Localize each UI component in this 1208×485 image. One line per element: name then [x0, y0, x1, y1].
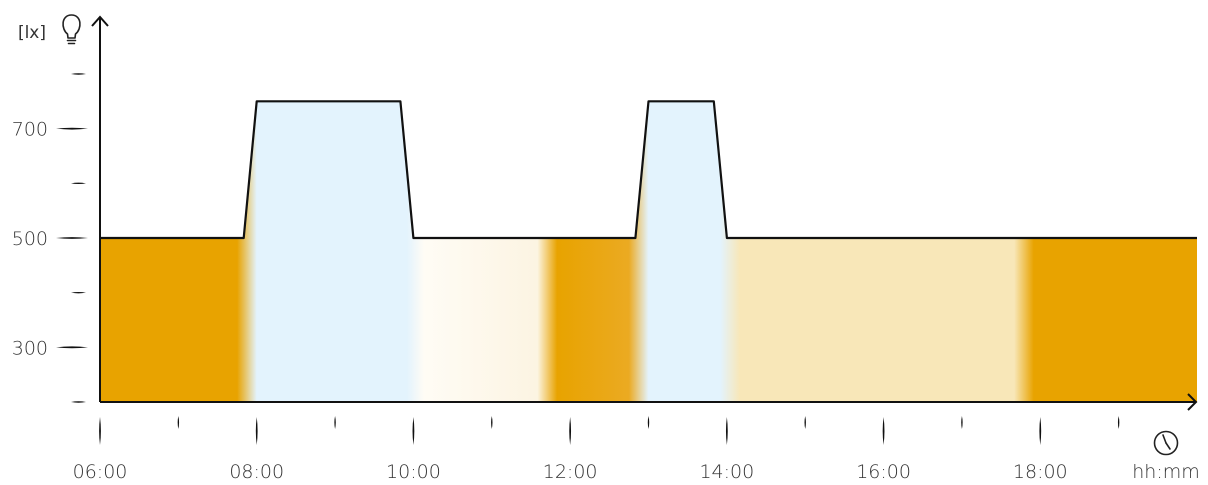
light-bulb-icon — [62, 14, 81, 45]
x-axis — [100, 393, 1198, 411]
x-major-tick — [255, 417, 258, 445]
x-major-tick — [412, 417, 415, 445]
y-ticks — [56, 73, 88, 403]
x-major-tick — [569, 417, 572, 445]
x-minor-tick — [334, 416, 336, 429]
x-major-tick — [99, 417, 101, 445]
x-major-tick — [882, 417, 885, 445]
y-minor-tick — [71, 73, 86, 75]
x-minor-tick — [647, 416, 650, 429]
x-major-tick — [1039, 417, 1042, 445]
x-minor-tick — [177, 416, 180, 429]
y-tick-label: 500 — [12, 228, 48, 250]
x-tick-labels: 06:00 08:00 10:00 12:00 14:00 16:00 18:00 — [73, 461, 1068, 483]
illuminance-area — [100, 101, 1197, 403]
y-minor-tick — [71, 182, 86, 185]
x-tick-label: 16:00 — [856, 461, 911, 483]
x-tick-label: 10:00 — [386, 461, 441, 483]
x-minor-tick — [1117, 416, 1120, 429]
x-major-tick — [725, 417, 728, 445]
y-tick-label: 300 — [12, 337, 48, 359]
y-axis-label: [lx] — [18, 23, 46, 43]
x-tick-label: 12:00 — [543, 461, 598, 483]
x-minor-tick — [491, 416, 493, 429]
x-tick-label: 18:00 — [1013, 461, 1068, 483]
y-tick-labels: 300 500 700 — [12, 119, 48, 360]
y-major-tick — [56, 127, 88, 130]
y-major-tick — [56, 237, 88, 239]
illuminance-line — [100, 100, 1197, 240]
clock-icon — [1153, 430, 1179, 456]
y-minor-tick — [71, 401, 86, 403]
x-tick-label: 08:00 — [229, 461, 284, 483]
x-tick-label: 14:00 — [699, 461, 754, 483]
x-minor-tick — [961, 416, 963, 429]
y-tick-label: 700 — [12, 119, 48, 141]
x-major-ticks — [99, 417, 1042, 445]
x-tick-label: 06:00 — [73, 461, 128, 483]
y-major-tick — [56, 346, 88, 349]
y-axis — [91, 15, 109, 402]
y-minor-tick — [71, 291, 86, 294]
x-minor-ticks — [177, 416, 1120, 429]
x-axis-label: hh:mm — [1132, 461, 1200, 483]
x-minor-tick — [804, 416, 806, 429]
